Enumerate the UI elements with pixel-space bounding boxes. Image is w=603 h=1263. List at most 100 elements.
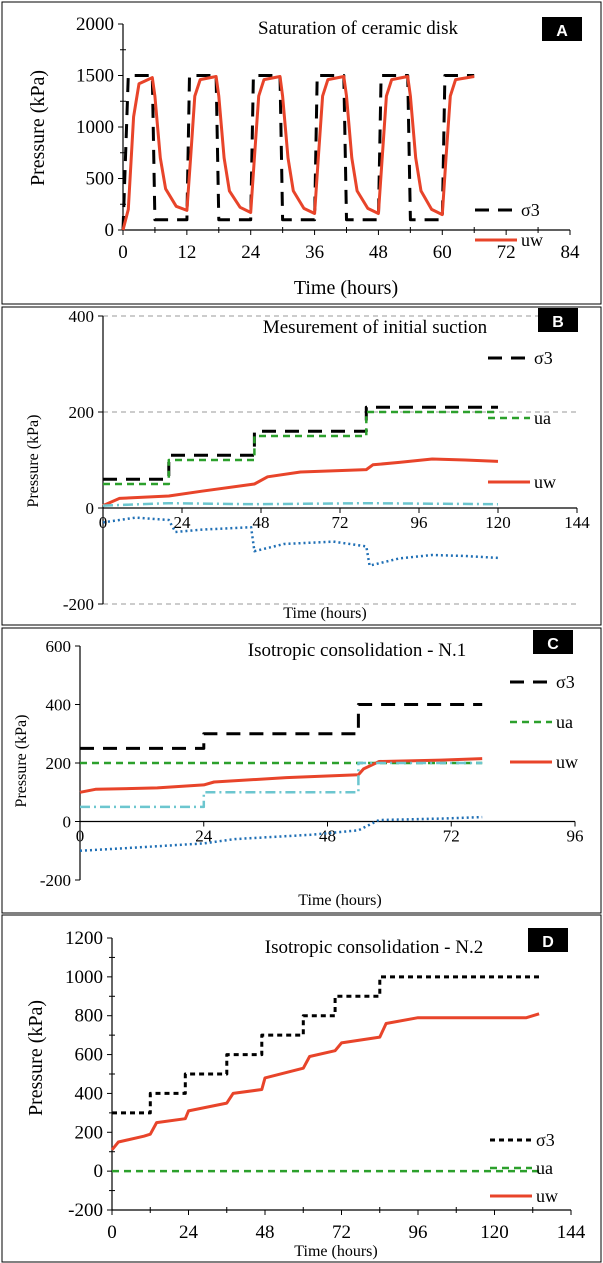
y-tick-label: 600 (75, 1045, 104, 1066)
y-tick-label: 1200 (65, 928, 103, 949)
panel-c: -200 0 200 400 600 0 24 48 72 96 σ3 ua uw Isotropic c… (1, 627, 602, 914)
panel-badge (533, 630, 573, 654)
x-axis-title: Time (hours) (294, 277, 398, 299)
x-axis-title: Time (hours) (283, 605, 366, 622)
y-tick-label: 400 (75, 1083, 104, 1104)
y-tick-label: -200 (63, 595, 94, 614)
panel-b-plot: -200 0 200 400 0 24 48 72 96 120 144 σ3 ua uw Mesureme… (25, 307, 590, 622)
chart-title: Mesurement of initial suction (263, 317, 488, 338)
x-tick-label: 120 (485, 513, 511, 532)
x-tick-label: 24 (195, 827, 213, 846)
y-axis-title: Pressure (kPa) (25, 415, 42, 508)
y-tick-label: 400 (46, 696, 72, 715)
series-line-σ3 (103, 405, 498, 481)
y-axis-title: Pressure (kPa) (25, 1000, 47, 1116)
legend-label: uw (521, 230, 543, 250)
y-tick-label: -200 (40, 871, 71, 890)
panel-c-plot: -200 0 200 400 600 0 24 48 72 96 σ3 ua uw Isotropic c… (13, 630, 584, 909)
x-tick-label: 0 (99, 513, 108, 532)
legend-label: σ3 (521, 200, 540, 220)
x-tick-label: 84 (561, 242, 581, 263)
x-tick-label: 96 (409, 1222, 428, 1243)
y-tick-label: 1000 (65, 967, 103, 988)
panel-badge-label: C (547, 636, 559, 653)
panel-d-frame (1, 914, 602, 1263)
panel-c-frame (1, 627, 602, 914)
panel-b: -200 0 200 400 0 24 48 72 96 120 144 σ3 ua uw Mesureme… (1, 306, 602, 626)
y-tick-label: 200 (46, 754, 72, 773)
y-axis-title: Pressure (kPa) (27, 70, 49, 186)
series-line-uw (121, 75, 475, 231)
x-axis-title: Time (hours) (294, 1243, 377, 1260)
y-tick-label: 0 (86, 499, 95, 518)
series-line-σ3 (80, 703, 483, 750)
x-tick-label: 72 (497, 242, 516, 263)
panel-badge-label: A (556, 23, 568, 40)
x-tick-label: 0 (76, 827, 85, 846)
y-tick-label: 1000 (76, 117, 114, 138)
x-tick-label: 72 (332, 1222, 351, 1243)
x-tick-label: 144 (564, 513, 590, 532)
legend-label: ua (556, 712, 573, 732)
y-tick-label: 500 (86, 169, 115, 190)
series-line-uw (79, 757, 483, 794)
series-line-uw (110, 1012, 540, 1151)
y-tick-label: 0 (63, 813, 72, 832)
panel-badge (528, 928, 568, 952)
x-tick-label: 144 (557, 1222, 586, 1243)
legend-label: uw (556, 752, 578, 772)
y-tick-label: 0 (105, 220, 115, 241)
x-tick-label: 24 (174, 513, 192, 532)
panel-badge-label: D (542, 934, 554, 951)
series-line-dashdot-cyan (80, 761, 483, 809)
panel-a-frame (1, 1, 602, 305)
y-tick-label: 2000 (76, 14, 114, 35)
x-axis-title: Time (hours) (298, 892, 381, 909)
panel-a-plot: 0 500 1000 1500 2000 0 12 24 36 48 60 72 84 σ3 uw Satur… (27, 14, 582, 299)
x-tick-label: 96 (567, 827, 584, 846)
y-tick-label: 0 (94, 1161, 104, 1182)
x-tick-label: 36 (305, 242, 324, 263)
panel-badge-label: B (552, 314, 564, 331)
panel-badge (538, 308, 578, 332)
chart-title: Isotropic consolidation - N.2 (265, 937, 483, 958)
series-line-dotted-blue (79, 815, 483, 853)
x-tick-label: 0 (107, 1222, 117, 1243)
y-axis-title: Pressure (kPa) (13, 715, 30, 808)
x-tick-label: 72 (443, 827, 460, 846)
legend-label: σ3 (556, 672, 575, 692)
legend-label: ua (536, 1158, 553, 1178)
x-tick-label: 72 (332, 513, 349, 532)
legend-label: uw (534, 472, 556, 492)
legend-label: σ3 (534, 348, 553, 368)
x-tick-label: 96 (411, 513, 428, 532)
series-line-dotted-blue (102, 516, 499, 567)
x-tick-label: 48 (369, 242, 388, 263)
x-tick-label: 48 (256, 1222, 275, 1243)
series-line-σ3 (121, 74, 475, 231)
x-tick-label: 0 (118, 242, 128, 263)
legend-label: uw (536, 1186, 558, 1206)
panel-badge (542, 17, 582, 41)
y-tick-label: 400 (69, 307, 95, 326)
x-tick-label: 24 (241, 242, 261, 263)
panel-a: 0 500 1000 1500 2000 0 12 24 36 48 60 72 84 σ3 uw Satur… (1, 1, 602, 305)
x-tick-label: 48 (253, 513, 270, 532)
legend-label: ua (534, 408, 551, 428)
x-tick-label: 120 (480, 1222, 509, 1243)
y-tick-label: 600 (46, 637, 72, 656)
legend-label: σ3 (536, 1130, 555, 1150)
x-tick-label: 48 (319, 827, 336, 846)
chart-title: Isotropic consolidation - N.1 (248, 640, 466, 661)
x-tick-label: 24 (179, 1222, 199, 1243)
panel-b-frame (1, 306, 602, 626)
y-tick-label: -200 (68, 1200, 103, 1221)
x-tick-label: 12 (177, 242, 196, 263)
y-tick-label: 800 (75, 1006, 104, 1027)
series-line-σ3 (112, 975, 540, 1115)
chart-title: Saturation of ceramic disk (258, 18, 458, 39)
series-line-uw (102, 457, 499, 507)
series-line-dashdot-cyan (102, 501, 499, 507)
